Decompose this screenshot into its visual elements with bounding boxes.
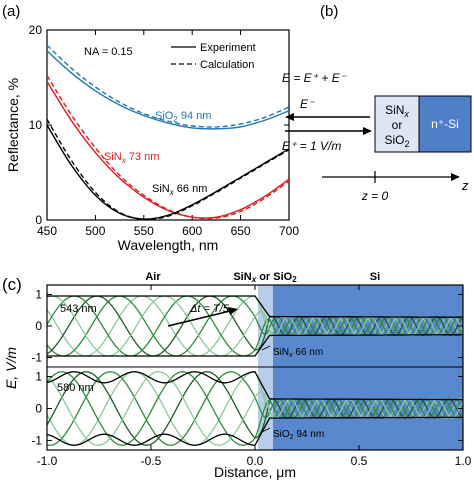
panel-a-chart: 450 500 550 600 650 700 0 10 20 NA = 0.15 Experi… (5, 23, 299, 253)
panel-b-label: (b) (320, 3, 338, 20)
panel-c-ylabel: E, V/m (3, 347, 19, 389)
subplot1-layer-pointer (261, 345, 271, 351)
y-tick-label: -1 (31, 351, 42, 365)
series-label-sinx-66: SiNx 66 nm (152, 183, 207, 197)
y-tick-label: 20 (29, 23, 43, 37)
panel-a-annotation: NA = 0.15 (84, 46, 133, 58)
envelope-sp1-upper (46, 371, 463, 401)
subplot1-layer-label: SiNx 66 nm (273, 347, 323, 359)
dielectric-label-line1: SiNx (385, 103, 409, 119)
x-tick-label: 700 (279, 224, 299, 238)
legend-calculation-label: Calculation (200, 59, 254, 71)
y-tick-label: 0 (35, 213, 42, 227)
y-tick-label: 1 (35, 287, 42, 301)
region-label-dielectric: SiNx or SiO2 (233, 271, 297, 284)
y-tick-label: 1 (35, 370, 42, 384)
y-tick-label: 10 (29, 118, 43, 132)
legend-experiment-label: Experiment (200, 42, 256, 54)
z-axis-label: z (461, 178, 469, 193)
incident-wave-label: E⁺ = 1 V/m (282, 139, 341, 153)
region-label-silicon: Si (370, 271, 380, 283)
x-tick-label: 500 (85, 224, 105, 238)
panel-c-label: (c) (2, 275, 22, 294)
panel-c-chart: Air SiNx or SiO2 Si -1.0 -0.5 0.0 0.5 1.0 -1 0… (3, 271, 472, 480)
panel-c-ticks: -1.0 -0.5 0.0 0.5 1.0 -1 0 1 -1 0 1 (31, 285, 472, 468)
panel-a-xlabel: Wavelength, nm (118, 237, 219, 253)
subplot2-layer-pointer (261, 427, 271, 433)
panel-a-label: (a) (2, 3, 20, 20)
x-tick-label: 0.5 (351, 454, 368, 468)
series-label-sio2-94: SiO2 94 nm (155, 110, 211, 124)
series-2-calculation (46, 118, 290, 221)
wave-sp0-t3 (46, 295, 464, 357)
x-tick-label: -0.5 (141, 454, 162, 468)
panel-a-legend: Experiment Calculation (171, 42, 256, 71)
subplot2-layer-label: SiO2 94 nm (273, 429, 324, 441)
time-step-label: Δt = T/5 (189, 303, 230, 315)
z-origin-label: z = 0 (361, 189, 389, 203)
incident-wave-arrow (285, 127, 372, 135)
series-0-experiment (46, 50, 290, 130)
x-tick-label: 600 (182, 224, 202, 238)
y-tick-label: 0 (35, 402, 42, 416)
envelope-sp0-upper (47, 295, 463, 318)
silicon-substrate (418, 95, 472, 153)
dielectric-label-line3: SiO2 (384, 133, 409, 149)
wave-sp0-t4 (46, 295, 464, 357)
panel-a-ticks: 450 500 550 600 650 700 0 10 20 (29, 23, 300, 238)
series-2-experiment (46, 124, 290, 220)
dielectric-label-line2: or (392, 118, 403, 132)
time-step-arrow (167, 307, 238, 327)
series-label-sinx-73: SiNx 73 nm (104, 151, 159, 165)
series-1-experiment (46, 80, 290, 219)
panel-b-diagram: E = E⁺ + E⁻ SiNx or SiO2 n⁺-Si E⁻ E⁺ = 1… (282, 71, 472, 203)
x-tick-label: 650 (231, 224, 251, 238)
envelope-sp0-lower (47, 334, 463, 357)
reflected-wave-arrow (285, 113, 370, 121)
panel-c-xlabel: Distance, μm (214, 464, 296, 480)
subplot2-wavelength-label: 580 nm (57, 382, 94, 394)
diagram-equation: E = E⁺ + E⁻ (282, 71, 348, 85)
z-axis-arrow (322, 171, 460, 183)
series-1-calculation (46, 75, 290, 220)
x-tick-label: 550 (134, 224, 154, 238)
reflected-wave-label: E⁻ (300, 97, 316, 111)
x-tick-label: 450 (37, 224, 57, 238)
y-tick-label: 0 (35, 319, 42, 333)
x-tick-label: 0.0 (247, 454, 264, 468)
region-label-air: Air (145, 271, 161, 283)
x-tick-label: -1.0 (37, 454, 58, 468)
subplot1-wavelength-label: 543 nm (60, 303, 97, 315)
substrate-label: n⁺-Si (431, 117, 459, 131)
panel-a-series (46, 44, 290, 221)
series-0-calculation (46, 44, 290, 128)
x-tick-label: 1.0 (455, 454, 472, 468)
dielectric-layer (374, 95, 420, 153)
y-tick-label: -1 (31, 433, 42, 447)
wave-sp1-t3 (46, 371, 464, 446)
panel-a-ylabel: Reflectance, % (5, 78, 21, 172)
